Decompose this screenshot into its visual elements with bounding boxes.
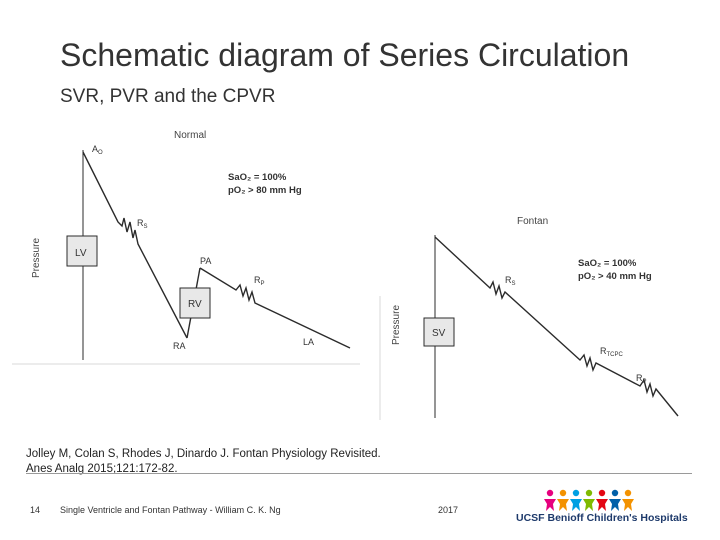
sv-box [423, 317, 455, 347]
logo-people-icon [544, 489, 634, 511]
normal-sat-line1: SaO₂ = 100% [228, 172, 287, 183]
slide-number: 14 [30, 505, 41, 515]
footer-text: Single Ventricle and Fontan Pathway - Wi… [60, 505, 281, 515]
circulation-diagram: Normal Pressure LV RV AO RS PA RP RA LA … [12, 130, 679, 420]
normal-pressure-axis-label: Pressure [31, 238, 42, 278]
pa-label: PA [200, 256, 211, 266]
slide-title: Schematic diagram of Series Circulation [60, 37, 630, 73]
citation: Jolley M, Colan S, Rhodes J, Dinardo J. … [26, 448, 381, 475]
logo-child-figure [583, 489, 595, 511]
lv-label: LV [75, 248, 87, 259]
logo-text: UCSF Benioff Children's Hospitals [516, 512, 688, 524]
fontan-panel: Fontan Pressure SV RS RTCPC RP SaO₂ = 10… [379, 216, 679, 420]
fontan-sat-line2: pO₂ > 40 mm Hg [578, 271, 652, 282]
footer-year: 2017 [438, 505, 459, 515]
ucsf-logo: UCSF Benioff Children's Hospitals [516, 488, 696, 528]
fontan-heading: Fontan [517, 216, 548, 227]
fontan-pressure-axis-label: Pressure [391, 305, 402, 345]
normal-rp-label: RP [254, 275, 265, 287]
sv-label: SV [432, 328, 446, 339]
normal-rs-label: RS [137, 218, 148, 230]
normal-sat-line2: pO₂ > 80 mm Hg [228, 185, 302, 196]
logo-child-figure [570, 489, 582, 511]
rtcpc-label: RTCPC [600, 346, 624, 358]
logo-child-figure [557, 489, 569, 511]
logo-child-figure [609, 489, 621, 511]
fontan-curve [434, 236, 679, 417]
la-label: LA [303, 337, 314, 347]
normal-heading: Normal [174, 130, 206, 141]
ao-label: AO [92, 144, 103, 156]
logo-child-figure [544, 489, 556, 511]
rv-label: RV [188, 299, 202, 310]
slide-subtitle: SVR, PVR and the CPVR [60, 86, 276, 107]
ra-label: RA [173, 341, 186, 351]
footer-divider [26, 473, 692, 474]
normal-pulmonary-curve [199, 267, 351, 349]
fontan-rs-label: RS [505, 275, 516, 287]
normal-panel: Normal Pressure LV RV AO RS PA RP RA LA … [12, 130, 360, 365]
logo-child-figure [596, 489, 608, 511]
rv-box [179, 287, 211, 319]
fontan-rp-label: RP [636, 373, 647, 385]
fontan-sat-line1: SaO₂ = 100% [578, 258, 637, 269]
lv-box [66, 235, 98, 267]
logo-child-figure [622, 489, 634, 511]
normal-systemic-curve [82, 151, 188, 339]
